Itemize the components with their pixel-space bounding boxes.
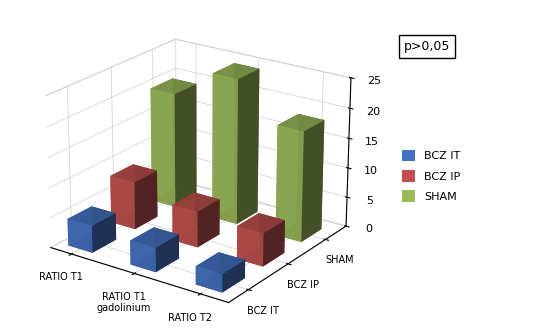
Legend: BCZ IT, BCZ IP, SHAM: BCZ IT, BCZ IP, SHAM — [397, 145, 465, 206]
Text: p>0,05: p>0,05 — [404, 41, 450, 53]
